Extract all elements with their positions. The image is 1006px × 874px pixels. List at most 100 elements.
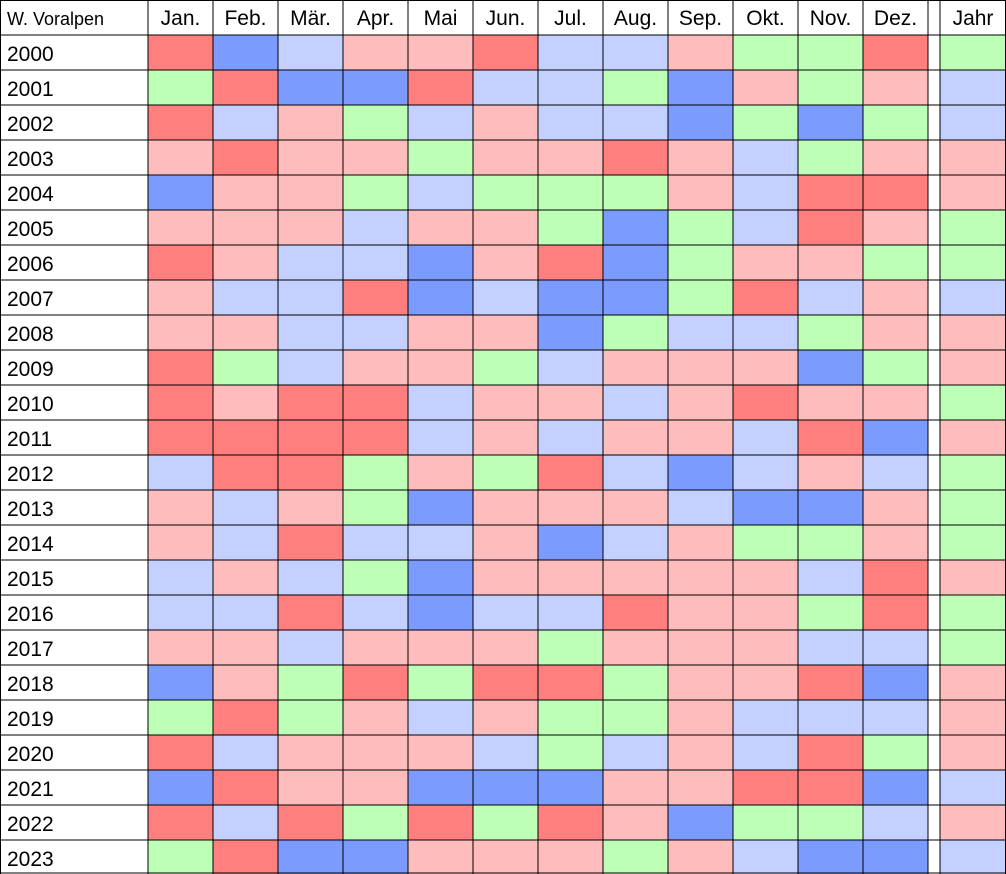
year-label: 2023 (7, 848, 54, 871)
heatmap-cell (538, 70, 603, 105)
heatmap-cell (408, 665, 473, 700)
year-total-cell (940, 385, 1006, 420)
heatmap-cell (668, 175, 733, 210)
year-total-cell (940, 805, 1006, 840)
heatmap-cell (538, 630, 603, 665)
heatmap-cell (148, 735, 213, 770)
heatmap-cell (408, 525, 473, 560)
year-label: 2000 (7, 43, 54, 66)
heatmap-cell (473, 665, 538, 700)
year-label: 2020 (7, 743, 54, 766)
month-header: Jun. (486, 7, 526, 30)
heatmap-cell (538, 735, 603, 770)
heatmap-cell (668, 210, 733, 245)
heatmap-cell (148, 315, 213, 350)
heatmap-cell (278, 385, 343, 420)
heatmap-cell (863, 35, 928, 70)
heatmap-cell (278, 770, 343, 805)
heatmap-cell (603, 595, 668, 630)
heatmap-cell (538, 665, 603, 700)
heatmap-cell (733, 385, 798, 420)
heatmap-cell (538, 455, 603, 490)
heatmap-cell (733, 490, 798, 525)
year-label: 2015 (7, 568, 54, 591)
heatmap-cell (863, 525, 928, 560)
heatmap-cell (538, 420, 603, 455)
year-label: 2006 (7, 253, 54, 276)
heatmap-cell (668, 280, 733, 315)
heatmap-cell (733, 245, 798, 280)
heatmap-cell (473, 385, 538, 420)
heatmap-cell (603, 315, 668, 350)
heatmap-cell (278, 175, 343, 210)
heatmap-cell (408, 420, 473, 455)
heatmap-cell (408, 700, 473, 735)
heatmap-cell (863, 595, 928, 630)
heatmap-cell (343, 700, 408, 735)
heatmap-cell (668, 420, 733, 455)
heatmap-cell (863, 175, 928, 210)
heatmap-cell (343, 35, 408, 70)
year-total-cell (940, 525, 1006, 560)
heatmap-cell (278, 455, 343, 490)
heatmap-cell (343, 280, 408, 315)
year-label: 2014 (7, 533, 54, 556)
heatmap-cell (668, 700, 733, 735)
heatmap-cell (538, 385, 603, 420)
heatmap-cell (213, 525, 278, 560)
heatmap-cell (603, 35, 668, 70)
heatmap-cell (668, 630, 733, 665)
heatmap-cell (213, 700, 278, 735)
heatmap-cell (603, 245, 668, 280)
heatmap-cell (343, 560, 408, 595)
heatmap-cell (538, 805, 603, 840)
heatmap-cell (148, 560, 213, 595)
heatmap-cell (343, 455, 408, 490)
heatmap-cell (408, 140, 473, 175)
month-header: Dez. (874, 7, 917, 30)
heatmap-cell (863, 420, 928, 455)
heatmap-cell (733, 735, 798, 770)
heatmap-cell (473, 595, 538, 630)
heatmap-cell (863, 455, 928, 490)
year-total-cell (940, 560, 1006, 595)
heatmap-cell (343, 630, 408, 665)
heatmap-cell (148, 630, 213, 665)
year-total-cell (940, 280, 1006, 315)
heatmap-cell (668, 665, 733, 700)
heatmap-cell (473, 770, 538, 805)
heatmap-cell (343, 175, 408, 210)
heatmap-cell (863, 490, 928, 525)
heatmap-cell (733, 70, 798, 105)
heatmap-cell (408, 70, 473, 105)
heatmap-cell (668, 105, 733, 140)
heatmap-cell (603, 140, 668, 175)
heatmap-cell (473, 315, 538, 350)
heatmap-cell (148, 665, 213, 700)
heatmap-cell (668, 560, 733, 595)
heatmap-cell (668, 350, 733, 385)
heatmap-cell (733, 350, 798, 385)
month-header: Nov. (810, 7, 852, 30)
year-label: 2022 (7, 813, 54, 836)
heatmap-cell (278, 525, 343, 560)
heatmap-cell (668, 595, 733, 630)
heatmap-cell (473, 560, 538, 595)
heatmap-cell (343, 735, 408, 770)
heatmap-cell (538, 350, 603, 385)
heatmap-cell (863, 385, 928, 420)
corner-label: W. Voralpen (7, 9, 104, 29)
year-total-cell (940, 420, 1006, 455)
heatmap-cell (733, 175, 798, 210)
heatmap-cell (343, 770, 408, 805)
heatmap-cell (473, 630, 538, 665)
heatmap-cell (603, 280, 668, 315)
heatmap-cell (798, 140, 863, 175)
year-total-cell (940, 455, 1006, 490)
heatmap-cell (733, 525, 798, 560)
heatmap-cell (538, 700, 603, 735)
year-label: 2010 (7, 393, 54, 416)
year-label: 2002 (7, 113, 54, 136)
heatmap-cell (798, 525, 863, 560)
heatmap-cell (603, 700, 668, 735)
